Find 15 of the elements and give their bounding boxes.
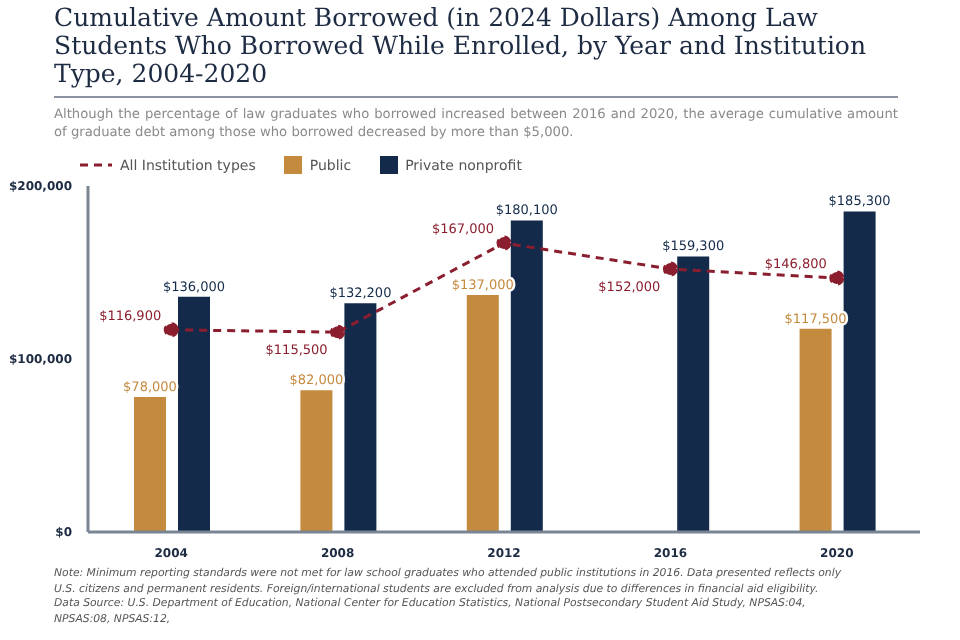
bar xyxy=(799,328,832,532)
bar xyxy=(466,294,499,532)
bar xyxy=(510,220,543,532)
bar xyxy=(178,296,210,532)
bar xyxy=(300,390,333,532)
point xyxy=(829,270,845,286)
bar xyxy=(843,211,876,532)
bar xyxy=(134,397,166,532)
chart-title: Cumulative Amount Borrowed (in 2024 Dollars) Among Law Students Who Borrowed While Enrolled, by Year and Institution Type, 2004-2020 xyxy=(54,2,869,88)
bar xyxy=(344,303,377,532)
point xyxy=(662,261,678,277)
point xyxy=(163,322,179,338)
point xyxy=(330,324,346,340)
bar xyxy=(677,256,710,532)
point xyxy=(496,235,512,251)
